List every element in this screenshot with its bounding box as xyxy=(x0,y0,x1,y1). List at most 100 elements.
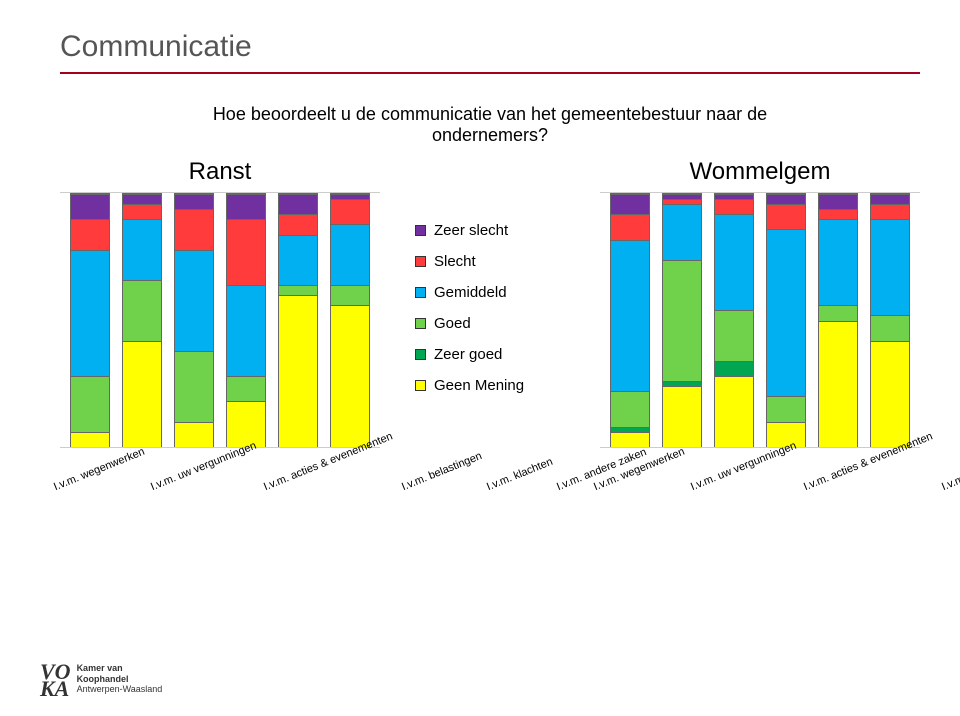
bar-segment-geen_mening xyxy=(663,386,701,447)
bar-segment-zeer_slecht xyxy=(767,194,805,204)
stacked-bar xyxy=(122,193,162,447)
bar-segment-goed xyxy=(123,280,161,341)
bar-segment-geen_mening xyxy=(279,295,317,447)
legend-item: Zeer slecht xyxy=(415,222,565,239)
bar-segment-slecht xyxy=(331,199,369,224)
x-axis-label: I.v.m. belastingen xyxy=(400,450,505,547)
bar-segment-goed xyxy=(663,260,701,381)
bar-segment-geen_mening xyxy=(227,401,265,447)
stacked-bar xyxy=(766,193,806,447)
legend-label: Goed xyxy=(434,315,471,332)
x-axis-label: I.v.m. uw vergunningen xyxy=(149,440,280,547)
bar-segment-slecht xyxy=(767,204,805,229)
bar-segment-gemiddeld xyxy=(71,250,109,377)
legend-label: Gemiddeld xyxy=(434,284,507,301)
bar-segment-gemiddeld xyxy=(175,250,213,351)
legend-item: Slecht xyxy=(415,253,565,270)
x-axis-label: I.v.m. uw vergunningen xyxy=(689,440,820,547)
legend-label: Zeer slecht xyxy=(434,222,508,239)
bar-segment-zeer_slecht xyxy=(279,194,317,214)
bar-segment-goed xyxy=(175,351,213,422)
bar-segment-geen_mening xyxy=(175,422,213,447)
stacked-bar xyxy=(278,193,318,447)
legend-swatch xyxy=(415,287,426,298)
bar-segment-goed xyxy=(279,285,317,295)
chart-wommelgem: I.v.m. wegenwerkenI.v.m. uw vergunningen… xyxy=(600,192,920,522)
bar-segment-zeer_slecht xyxy=(175,194,213,209)
bar-segment-slecht xyxy=(227,219,265,285)
legend-item: Geen Mening xyxy=(415,377,565,394)
legend-label: Zeer goed xyxy=(434,346,502,363)
bar-segment-gemiddeld xyxy=(663,204,701,260)
bar-segment-zeer_goed xyxy=(715,361,753,376)
bar-segment-gemiddeld xyxy=(331,224,369,285)
bar-segment-zeer_slecht xyxy=(819,194,857,209)
bar-segment-geen_mening xyxy=(123,341,161,447)
logo-text-line2: Koophandel xyxy=(77,674,163,685)
legend-swatch xyxy=(415,318,426,329)
bar-segment-zeer_slecht xyxy=(71,194,109,219)
stacked-bar xyxy=(818,193,858,447)
bar-segment-goed xyxy=(715,310,753,361)
bar-segment-gemiddeld xyxy=(871,219,909,315)
bar-segment-goed xyxy=(227,376,265,401)
question-text: Hoe beoordeelt u de communicatie van het… xyxy=(60,104,920,146)
bar-segment-geen_mening xyxy=(819,321,857,448)
x-axis-label: I.v.m. wegenwerken xyxy=(52,446,168,547)
bar-segment-geen_mening xyxy=(871,341,909,447)
legend-label: Geen Mening xyxy=(434,377,524,394)
bar-segment-slecht xyxy=(279,214,317,234)
bar-segment-slecht xyxy=(175,209,213,249)
subtitle-right: Wommelgem xyxy=(600,158,920,186)
bar-segment-goed xyxy=(767,396,805,421)
slide-title: Communicatie xyxy=(60,30,920,74)
bar-segment-zeer_slecht xyxy=(871,194,909,204)
bar-segment-slecht xyxy=(71,219,109,249)
legend-item: Gemiddeld xyxy=(415,284,565,301)
logo-mark-line2: KA xyxy=(40,680,71,698)
bar-segment-goed xyxy=(611,391,649,426)
bar-segment-gemiddeld xyxy=(279,235,317,286)
stacked-bar xyxy=(70,193,110,447)
question-line2: ondernemers? xyxy=(432,125,548,145)
bar-segment-gemiddeld xyxy=(715,214,753,310)
bar-segment-goed xyxy=(71,376,109,432)
bar-segment-slecht xyxy=(123,204,161,219)
bar-segment-goed xyxy=(819,305,857,320)
bar-segment-gemiddeld xyxy=(123,219,161,280)
stacked-bar xyxy=(226,193,266,447)
legend-item: Zeer goed xyxy=(415,346,565,363)
chart-ranst: I.v.m. wegenwerkenI.v.m. uw vergunningen… xyxy=(60,192,380,522)
bar-segment-goed xyxy=(331,285,369,305)
bar-segment-geen_mening xyxy=(71,432,109,447)
legend-swatch xyxy=(415,256,426,267)
stacked-bar xyxy=(330,193,370,447)
legend: Zeer slecht Slecht Gemiddeld Goed Zeer goed G… xyxy=(415,192,565,408)
bar-segment-slecht xyxy=(871,204,909,219)
bar-segment-goed xyxy=(871,315,909,340)
bar-segment-gemiddeld xyxy=(611,240,649,392)
bar-segment-zeer_slecht xyxy=(123,194,161,204)
legend-label: Slecht xyxy=(434,253,476,270)
bar-segment-gemiddeld xyxy=(819,219,857,305)
bar-segment-slecht xyxy=(715,199,753,214)
bar-segment-zeer_slecht xyxy=(227,194,265,219)
bar-segment-slecht xyxy=(819,209,857,219)
voka-logo: VO KA Kamer van Koophandel Antwerpen-Waa… xyxy=(40,663,162,698)
legend-swatch xyxy=(415,225,426,236)
logo-text-line1: Kamer van xyxy=(77,663,163,674)
stacked-bar xyxy=(174,193,214,447)
bar-segment-slecht xyxy=(611,214,649,239)
bar-segment-geen_mening xyxy=(611,432,649,447)
subtitle-left: Ranst xyxy=(60,158,380,186)
bar-segment-gemiddeld xyxy=(227,285,265,376)
stacked-bar xyxy=(662,193,702,447)
question-line1: Hoe beoordeelt u de communicatie van het… xyxy=(213,104,767,124)
legend-swatch xyxy=(415,349,426,360)
bar-segment-gemiddeld xyxy=(767,229,805,396)
legend-item: Goed xyxy=(415,315,565,332)
bar-segment-geen_mening xyxy=(715,376,753,447)
stacked-bar xyxy=(610,193,650,447)
stacked-bar xyxy=(870,193,910,447)
bar-segment-zeer_slecht xyxy=(611,194,649,214)
